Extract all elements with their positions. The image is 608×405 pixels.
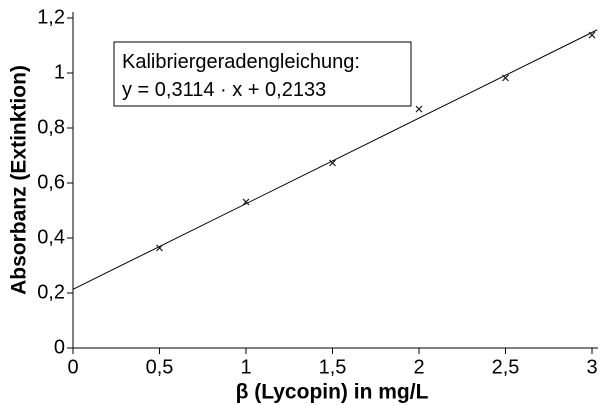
x-axis-title: β (Lycopin) in mg/L (236, 381, 429, 404)
y-tick-label: 0,4 (37, 226, 65, 248)
x-tick-label: 0 (67, 356, 78, 378)
annotation: Kalibriergeradengleichung: (122, 51, 360, 73)
x-tick-label: 3 (586, 356, 597, 378)
equation: y = 0,3114 · x + 0,2133 (122, 79, 326, 101)
y-axis-title: Absorbanz (Extinktion) (8, 65, 31, 295)
point (156, 244, 163, 252)
x-tick-label: 1,5 (319, 356, 347, 378)
y-tick-label: 1 (54, 61, 65, 83)
annotation-box (113, 41, 412, 107)
point (415, 105, 423, 113)
x-tick-label: 2 (413, 356, 424, 378)
point (588, 31, 596, 39)
y-tick-label: 0,2 (37, 281, 65, 303)
point (502, 74, 509, 82)
y-tick-label: 0 (54, 336, 65, 358)
y-tick-label: 0,8 (37, 116, 65, 138)
y-tick-label: 0,6 (37, 171, 65, 193)
x-tick-label: 0,5 (146, 356, 174, 378)
point (329, 159, 336, 167)
x-tick-label: 1 (240, 356, 251, 378)
point (242, 198, 250, 206)
x-tick-label: 2,5 (492, 356, 520, 378)
y-tick-label: 1,2 (37, 6, 65, 28)
